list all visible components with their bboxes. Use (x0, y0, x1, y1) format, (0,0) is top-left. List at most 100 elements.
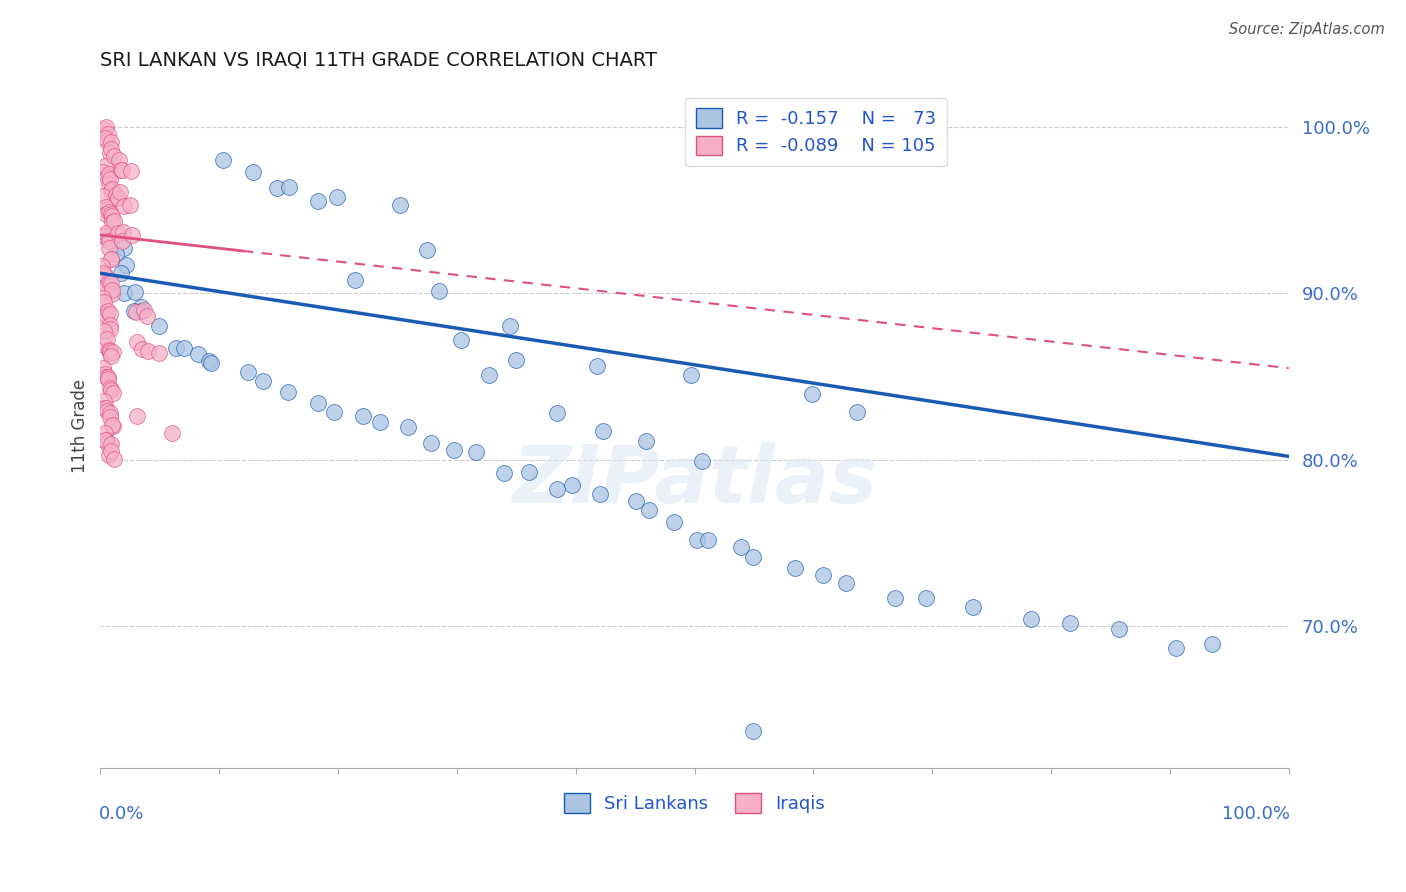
Point (101, 345, 124, 359)
Point (419, 435, 441, 450)
Point (97, 372, 120, 386)
Point (1201, 637, 1223, 651)
Point (98, 172, 121, 186)
Point (546, 406, 568, 420)
Point (94, 370, 117, 384)
Point (100, 344, 122, 359)
Point (835, 575, 858, 590)
Point (98, 343, 121, 358)
Point (505, 352, 527, 367)
Point (101, 417, 124, 432)
Point (103, 214, 125, 228)
Point (94, 160, 117, 174)
Point (662, 515, 685, 529)
Point (100, 276, 122, 290)
Point (697, 533, 720, 548)
Point (122, 304, 145, 318)
Point (100, 437, 122, 451)
Point (136, 344, 159, 359)
Point (96, 207, 118, 221)
Point (93, 325, 115, 339)
Point (100, 406, 122, 420)
Point (427, 284, 450, 298)
Point (148, 319, 170, 334)
Point (120, 164, 142, 178)
Point (148, 346, 170, 360)
Point (91, 188, 114, 202)
Point (165, 341, 187, 355)
Point (100, 252, 122, 266)
Point (198, 354, 221, 368)
Point (100, 135, 122, 149)
Point (98, 409, 121, 424)
Point (93, 229, 115, 244)
Point (450, 333, 472, 347)
Point (494, 467, 516, 481)
Point (1019, 611, 1042, 625)
Point (97, 127, 120, 141)
Point (98, 233, 121, 247)
Point (307, 194, 329, 209)
Point (464, 445, 486, 459)
Point (93, 394, 115, 409)
Point (107, 191, 129, 205)
Point (104, 187, 127, 202)
Point (90, 259, 112, 273)
Point (93, 228, 115, 243)
Text: ZIPatlas: ZIPatlas (512, 442, 877, 520)
Point (101, 386, 124, 401)
Point (112, 198, 135, 212)
Point (127, 334, 149, 349)
Point (97, 234, 120, 248)
Point (443, 442, 465, 457)
Point (91, 266, 114, 280)
Point (94, 433, 117, 447)
Text: 0.0%: 0.0% (100, 805, 145, 823)
Text: 100.0%: 100.0% (1222, 805, 1289, 823)
Point (278, 179, 301, 194)
Point (396, 420, 419, 434)
Point (370, 415, 392, 429)
Point (96, 120, 118, 135)
Point (800, 387, 823, 401)
Point (129, 300, 152, 314)
Point (96, 332, 118, 346)
Point (131, 342, 153, 356)
Point (111, 234, 134, 248)
Text: Source: ZipAtlas.com: Source: ZipAtlas.com (1229, 22, 1385, 37)
Point (173, 341, 195, 355)
Point (98, 381, 121, 395)
Point (100, 143, 122, 157)
Point (592, 424, 614, 438)
Point (416, 243, 439, 257)
Point (252, 374, 274, 388)
Point (98, 145, 121, 160)
Point (97, 205, 120, 219)
Point (101, 418, 124, 433)
Text: SRI LANKAN VS IRAQI 11TH GRADE CORRELATION CHART: SRI LANKAN VS IRAQI 11TH GRADE CORRELATI… (100, 51, 658, 70)
Point (343, 273, 366, 287)
Point (125, 409, 148, 423)
Point (478, 368, 501, 383)
Point (93, 121, 115, 136)
Point (589, 487, 612, 501)
Point (98, 318, 121, 332)
Point (813, 568, 835, 582)
Point (101, 214, 124, 228)
Point (636, 434, 658, 448)
Point (352, 409, 374, 423)
Point (114, 241, 136, 255)
Point (962, 599, 984, 614)
Point (679, 368, 702, 382)
Point (388, 198, 411, 212)
Point (111, 163, 134, 178)
Point (103, 452, 125, 467)
Point (101, 209, 124, 223)
Point (118, 198, 141, 212)
Point (517, 465, 540, 479)
Point (326, 189, 349, 203)
Point (93, 268, 115, 282)
Point (846, 405, 869, 419)
Point (97, 234, 120, 248)
Point (124, 305, 146, 319)
